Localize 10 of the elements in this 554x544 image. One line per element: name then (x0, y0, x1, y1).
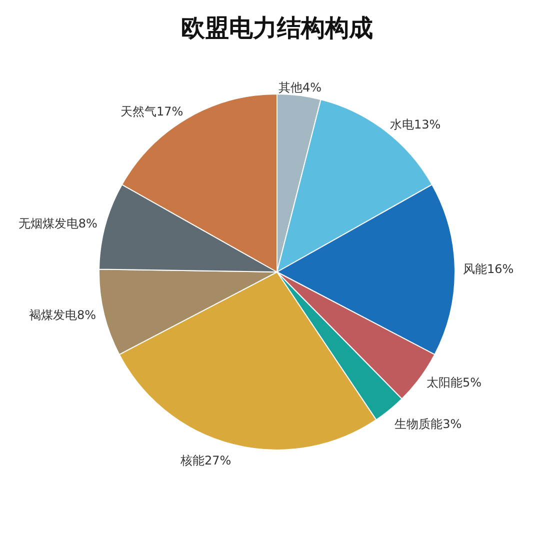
slice-label: 核能27% (180, 453, 232, 468)
slice-label: 天然气17% (120, 104, 184, 118)
chart-title: 欧盟电力结构构成 (181, 14, 373, 42)
slice-label: 生物质能3% (394, 417, 462, 432)
slice-label: 水电13% (390, 117, 441, 132)
slice-label: 无烟煤发电8% (18, 216, 98, 230)
slice-label: 风能16% (462, 262, 514, 276)
slice-label: 褐煤发电8% (28, 308, 96, 322)
slice-label: 太阳能5% (426, 376, 482, 390)
slice-label: 其他4% (278, 80, 322, 94)
